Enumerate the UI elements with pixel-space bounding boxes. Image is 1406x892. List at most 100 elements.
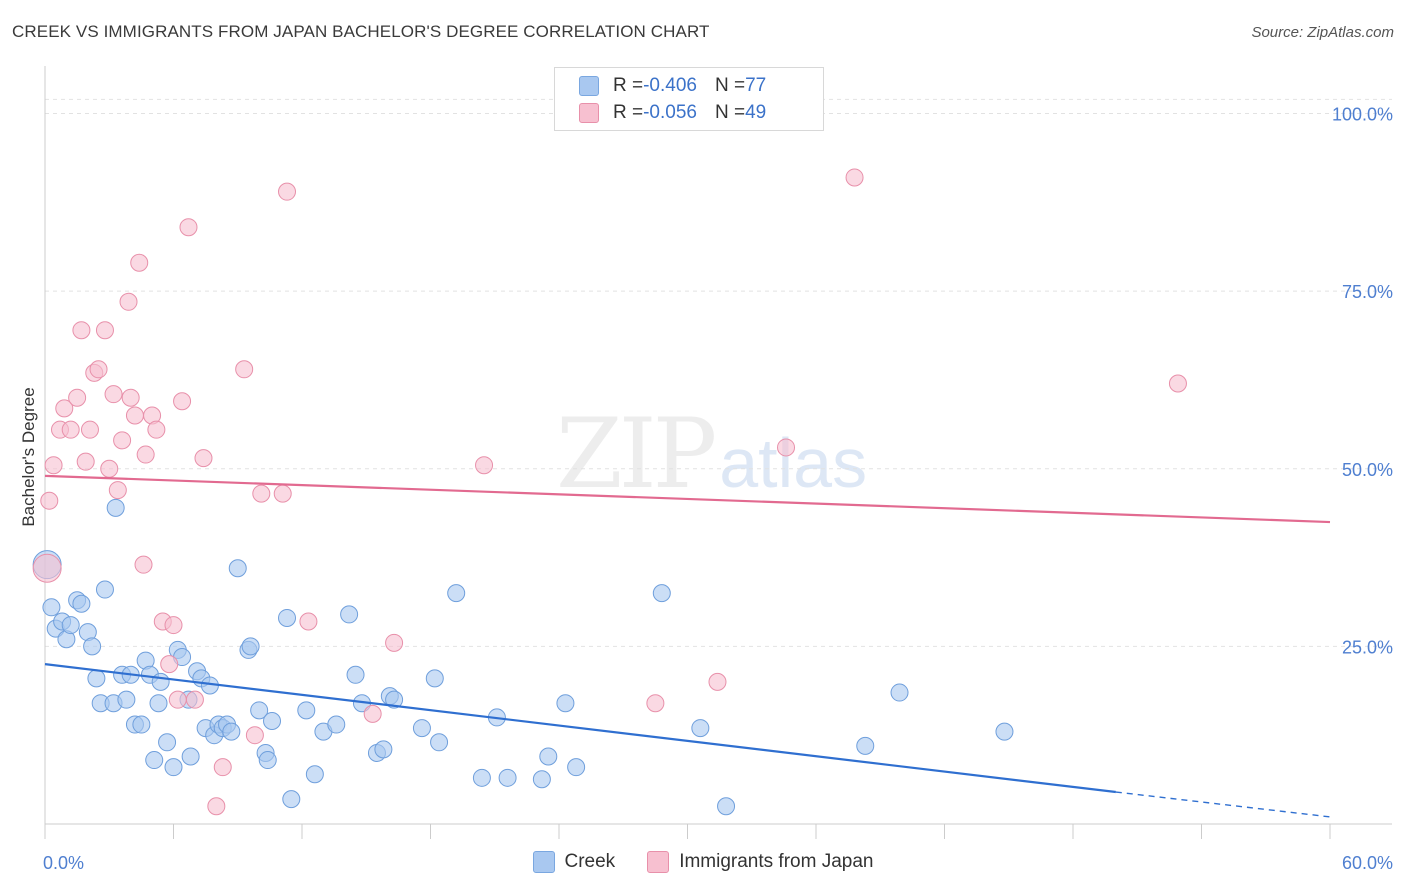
chart-source: Source: ZipAtlas.com (1251, 24, 1394, 41)
creek-point (151, 672, 170, 691)
creek-point (95, 580, 114, 599)
chart-title: CREEK VS IMMIGRANTS FROM JAPAN BACHELOR'… (12, 22, 710, 41)
creek-point (278, 608, 297, 627)
creek-point (532, 770, 551, 789)
creek-point (83, 637, 102, 656)
creek-point (263, 711, 282, 730)
japan-point (278, 182, 297, 201)
x-tick-label-start: 0.0% (43, 853, 84, 873)
creek-point (72, 594, 91, 613)
creek-point (374, 740, 393, 759)
legend-n-value: 77 (745, 75, 767, 96)
creek-point (346, 665, 365, 684)
x-tick-label-end: 60.0% (1342, 853, 1393, 873)
creek-point (567, 758, 586, 777)
japan-point (252, 484, 271, 503)
japan-point (147, 420, 166, 439)
japan-point (363, 704, 382, 723)
japan-point (130, 253, 149, 272)
creek-point (652, 584, 671, 603)
japan-point (164, 616, 183, 635)
legend-r-label: R = (613, 75, 644, 96)
japan-point (207, 797, 226, 816)
correlation-legend: R = -0.406 N = 77 R = -0.056 N = 49 (554, 67, 824, 131)
japan-trend-line (44, 474, 1331, 524)
japan-point (95, 321, 114, 340)
creek-point (327, 715, 346, 734)
japan-point (777, 438, 796, 457)
data-points (32, 168, 1187, 816)
japan-point (44, 456, 63, 475)
japan-point (55, 399, 74, 418)
watermark-atlas: atlas (719, 424, 868, 502)
creek-point (158, 733, 177, 752)
creek-point (385, 690, 404, 709)
y-axis-label: Bachelor's Degree (19, 387, 38, 526)
japan-point (173, 392, 192, 411)
japan-point (646, 694, 665, 713)
creek-point (430, 733, 449, 752)
japan-point (76, 452, 95, 471)
y-tick-label: 25.0% (1342, 637, 1393, 657)
japan-point (80, 420, 99, 439)
creek-point (717, 797, 736, 816)
japan-point (475, 456, 494, 475)
creek-point (498, 768, 517, 787)
creek-point (297, 701, 316, 720)
creek-trend-line (44, 663, 1116, 794)
legend-r-value: -0.406 (643, 75, 697, 96)
legend-n-label: N = (714, 75, 746, 96)
creek-point (447, 584, 466, 603)
japan-point (104, 385, 123, 404)
watermark: ZIPatlas (556, 398, 867, 510)
creek-point (995, 722, 1014, 741)
creek-point (258, 751, 277, 770)
japan-point (235, 360, 254, 379)
creek-trend-extension (1115, 791, 1331, 818)
creek-point (106, 498, 125, 517)
japan-point (32, 553, 62, 583)
japan-point (708, 672, 727, 691)
legend-n-label: N = (714, 102, 746, 123)
japan-point (108, 481, 127, 500)
creek-point (340, 605, 359, 624)
creek-point (472, 768, 491, 787)
japan-point (134, 555, 153, 574)
creek-point (856, 736, 875, 755)
japan-point (119, 292, 138, 311)
watermark-zip: ZIP (556, 398, 717, 510)
creek-point (282, 790, 301, 809)
japan-point (40, 491, 59, 510)
japan-point (179, 218, 198, 237)
japan-point (121, 388, 140, 407)
creek-point (250, 701, 269, 720)
legend-item-japan[interactable]: Immigrants from Japan (647, 851, 873, 873)
creek-point (305, 765, 324, 784)
axis-labels: 25.0% 50.0% 75.0% 100.0% 0.0% 60.0% Bachelor's… (19, 105, 1393, 873)
creek-point (164, 758, 183, 777)
creek-point (181, 747, 200, 766)
japan-point (113, 431, 132, 450)
japan-point (125, 406, 144, 425)
japan-point (245, 726, 264, 745)
japan-point (299, 612, 318, 631)
japan-point (845, 168, 864, 187)
japan-point (194, 449, 213, 468)
creek-point (87, 669, 106, 688)
creek-point (42, 598, 61, 617)
japan-point (160, 655, 179, 674)
japan-point (1168, 374, 1187, 393)
legend-item-creek[interactable]: Creek (532, 851, 615, 873)
japan-point (273, 484, 292, 503)
legend-n-value: 49 (745, 102, 767, 123)
creek-point (117, 690, 136, 709)
trend-lines (44, 474, 1331, 818)
japan-point (185, 690, 204, 709)
creek-point (145, 751, 164, 770)
creek-point (691, 719, 710, 738)
japan-point (136, 445, 155, 464)
japan-point (61, 420, 80, 439)
creek-point (241, 637, 260, 656)
japan-point (213, 758, 232, 777)
